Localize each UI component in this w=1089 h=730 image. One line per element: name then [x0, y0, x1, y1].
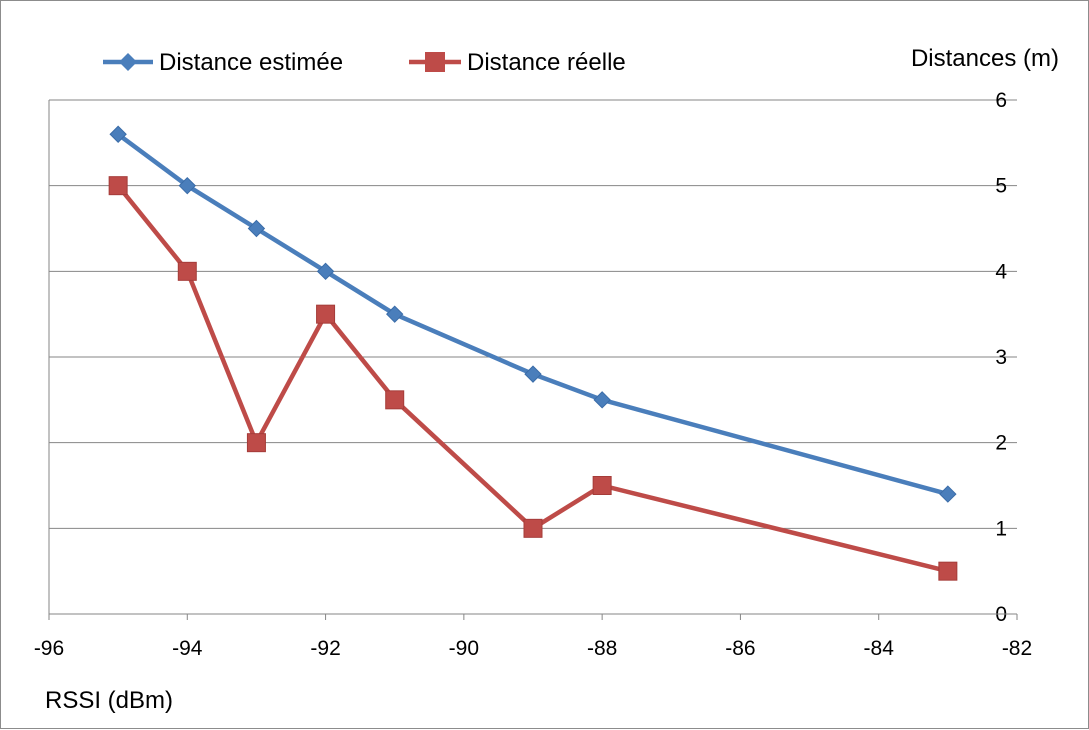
data-point-distance-estimee [178, 176, 196, 195]
x-tick-label: -88 [587, 637, 617, 660]
data-point-distance-estimee [593, 391, 611, 409]
y-tick-label: 1 [995, 517, 1007, 540]
data-point-distance-estimee [524, 365, 542, 383]
x-tick-label: -86 [725, 637, 755, 660]
legend-label-distance-estimee: Distance estimée [159, 49, 343, 76]
data-point-distance-reelle [592, 476, 612, 495]
series-line-distance-estimee [116, 132, 949, 497]
legend-marker-distance-reelle [425, 52, 445, 72]
x-axis-title: RSSI (dBm) [45, 687, 173, 714]
x-tick-label: -84 [864, 637, 895, 660]
x-tick-label: -96 [34, 637, 64, 660]
x-tick-label: -92 [310, 637, 340, 660]
series-layer [108, 125, 958, 581]
x-tick-label: -94 [172, 637, 203, 660]
data-point-distance-reelle [938, 561, 958, 581]
data-point-distance-reelle [316, 304, 336, 324]
legend-marker-distance-estimee [119, 53, 137, 71]
y-axis-title: Distances (m) [911, 45, 1059, 72]
series-line-distance-reelle [116, 184, 949, 574]
data-point-distance-estimee [386, 305, 404, 323]
legend-label-distance-reelle: Distance réelle [467, 49, 626, 76]
data-point-distance-estimee [247, 219, 266, 238]
y-tick-label: 4 [995, 260, 1007, 283]
data-point-distance-estimee [939, 485, 957, 503]
y-tick-label: 3 [995, 346, 1007, 369]
data-point-distance-reelle [177, 261, 197, 281]
x-tick-label: -82 [1002, 637, 1032, 660]
x-tick-label: -90 [449, 637, 479, 660]
data-point-distance-reelle [523, 518, 543, 538]
data-point-distance-estimee [316, 262, 335, 281]
data-point-distance-reelle [246, 433, 266, 453]
y-tick-label: 5 [995, 175, 1007, 198]
data-point-distance-reelle [108, 176, 128, 196]
y-tick-label: 2 [995, 432, 1007, 455]
legend: Distance estimée Distance réelle [103, 49, 626, 76]
grid-lines [49, 99, 1017, 615]
data-point-distance-reelle [385, 390, 405, 410]
y-tick-label: 6 [995, 89, 1007, 112]
data-point-distance-estimee [109, 125, 127, 143]
